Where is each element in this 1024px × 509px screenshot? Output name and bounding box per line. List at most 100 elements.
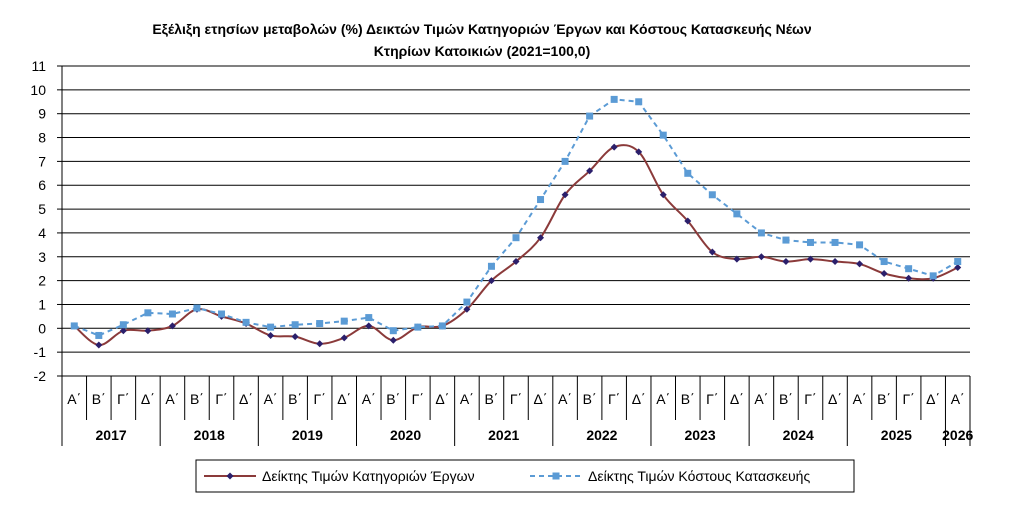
series-2-point [463,298,471,306]
y-tick-label: 7 [38,153,46,169]
y-tick-label: 10 [30,82,46,98]
series-2-point [267,323,275,331]
series-2-point [537,196,545,204]
y-tick-label: -2 [34,368,47,384]
x-quarter-label: Γ΄ [117,391,129,407]
series-1-point [880,269,888,277]
x-quarter-label: Β΄ [190,391,204,407]
x-quarter-label: Δ΄ [534,391,548,407]
series-1-point [95,341,103,349]
series-2-point [659,131,667,139]
series-2-point [291,321,299,329]
x-year-label: 2024 [783,427,814,443]
series-2-point [414,323,422,331]
x-quarter-label: Α΄ [853,391,867,407]
x-quarter-label: Β΄ [484,391,498,407]
x-quarter-label: Β΄ [681,391,695,407]
x-quarter-label: Α΄ [754,391,768,407]
x-quarter-label: Δ΄ [239,391,253,407]
y-tick-label: 8 [38,130,46,146]
x-year-label: 2021 [488,427,519,443]
x-quarter-label: Β΄ [288,391,302,407]
series-1-point [708,248,716,256]
y-tick-label: 2 [38,273,46,289]
series-1-point [635,148,643,156]
series-2-point [929,272,937,280]
x-year-label: 2020 [390,427,421,443]
series-1-point [561,191,569,199]
series-line-1 [73,144,959,346]
gridlines [62,65,970,377]
series-2-point [905,265,913,273]
y-tick-label: 9 [38,106,46,122]
series-1-point [291,333,299,341]
y-tick-label: 0 [38,320,46,336]
series-1-point [954,264,962,271]
series-2-point [610,95,618,103]
series-2-point [340,317,348,325]
series-1-point [365,322,373,330]
series-1-point [168,322,176,330]
x-quarter-label: Δ΄ [926,391,940,407]
series-2-point [684,169,692,177]
x-year-label: 2023 [684,427,715,443]
x-quarter-label: Γ΄ [804,391,816,407]
chart-title-line2: Κτηρίων Κατοικιών (2021=100,0) [374,43,591,59]
x-quarter-label: Α΄ [951,391,965,407]
series-1-point [757,253,765,261]
series-2-point [561,157,569,165]
series-2-point [389,327,397,335]
series-2-point [831,238,839,246]
legend-label-1: Δείκτης Τιμών Κατηγοριών Έργων [262,468,475,484]
y-tick-label: 11 [31,58,46,74]
x-quarter-label: Δ΄ [435,391,449,407]
series-1-point [856,260,864,268]
series-1-point [905,274,913,282]
series-2-point [487,262,495,270]
x-year-label: 2019 [292,427,323,443]
series-group [70,95,962,349]
series-1-point [316,340,324,348]
x-quarter-label: Γ΄ [608,391,620,407]
x-year-label: 2025 [881,427,912,443]
legend: Δείκτης Τιμών Κατηγοριών Έργων Δείκτης Τι… [195,459,855,493]
x-quarter-label: Α΄ [656,391,670,407]
x-quarter-label: Α΄ [558,391,572,407]
x-quarter-label: Δ΄ [828,391,842,407]
series-2-point [782,236,790,244]
x-quarter-label: Γ΄ [510,391,522,407]
series-1-point [659,191,667,199]
series-1-point [267,331,275,339]
x-quarter-label: Δ΄ [337,391,351,407]
y-tick-label: 3 [38,249,46,265]
series-2-point [856,241,864,249]
series-1-point [389,336,397,344]
series-2-point [95,331,103,339]
x-quarter-label: Γ΄ [706,391,718,407]
y-tick-label: -1 [34,344,47,360]
y-tick-label: 5 [38,201,46,217]
x-quarter-label: Γ΄ [215,391,227,407]
x-quarter-label: Α΄ [165,391,179,407]
x-quarter-label: Δ΄ [141,391,155,407]
x-quarter-label: Α΄ [362,391,376,407]
legend-marker-2 [552,472,560,480]
legend-label-2: Δείκτης Τιμών Κόστους Κατασκευής [588,468,810,484]
series-2-point [168,310,176,318]
series-1-point [610,143,618,151]
series-1-point [144,327,152,335]
x-axis: Α΄ Β΄ Γ΄ Δ΄ Α΄ Β΄ Γ΄ Δ΄ Α΄ Β΄ Γ΄ Δ΄ Α΄ Β΄ Γ΄ Δ΄ Α΄ Β΄ Γ΄ Δ΄… [61,376,974,446]
series-1-point [463,305,471,313]
x-quarter-label: Β΄ [583,391,597,407]
series-2-point [512,234,520,242]
series-1-point [733,255,741,263]
x-quarter-label: Δ΄ [730,391,744,407]
series-2-point [365,314,373,322]
series-2-point [954,258,962,266]
series-2-point [880,258,888,266]
series-2-point [708,191,716,199]
series-1-point [512,258,520,266]
x-year-label: 2018 [194,427,225,443]
